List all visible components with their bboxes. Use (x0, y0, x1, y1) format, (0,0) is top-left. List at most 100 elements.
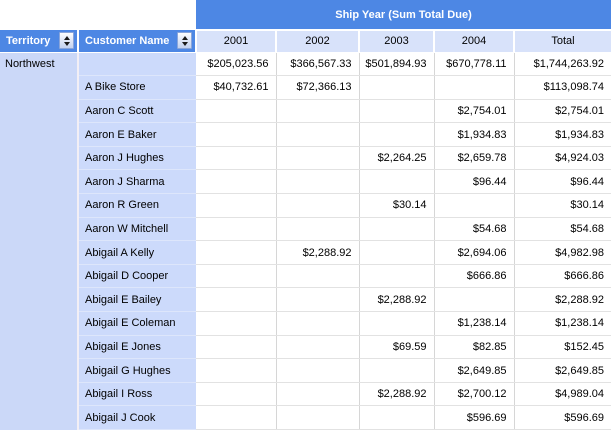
value-cell (196, 382, 277, 407)
value-cell (196, 311, 277, 336)
value-cell: $2,700.12 (434, 382, 515, 407)
customer-name-header-label: Customer Name (85, 34, 170, 47)
table-row: Abigail D Cooper $666.86 $666.86 (0, 264, 611, 289)
table-row: Abigail G Hughes $2,649.85 $2,649.85 (0, 358, 611, 383)
customer-name-header[interactable]: Customer Name (78, 30, 197, 53)
customer-cell: Abigail E Bailey (78, 287, 196, 313)
value-cell: $205,023.56 (196, 52, 277, 77)
value-cell: $2,659.78 (434, 146, 515, 171)
customer-cell: Abigail I Ross (78, 382, 196, 407)
value-cell (196, 358, 277, 383)
table-row: A Bike Store $40,732.61 $72,366.13 $113,… (0, 75, 611, 100)
value-cell (359, 217, 435, 242)
territory-group-cell: Northwest (0, 52, 79, 430)
table-row: Aaron E Baker $1,934.83 $1,934.83 (0, 122, 611, 147)
value-cell (434, 75, 515, 100)
value-cell (359, 358, 435, 383)
total-cell: $2,288.92 (514, 287, 611, 313)
value-cell: $1,934.83 (434, 122, 515, 147)
total-cell: $30.14 (514, 193, 611, 218)
table-row: Aaron W Mitchell $54.68 $54.68 (0, 217, 611, 242)
value-cell (196, 264, 277, 289)
customer-cell: Abigail G Hughes (78, 358, 196, 383)
value-cell (359, 75, 435, 100)
value-cell: $69.59 (359, 335, 435, 360)
value-cell: $596.69 (434, 405, 515, 430)
customer-cell: Aaron R Green (78, 193, 196, 218)
customer-cell: Abigail D Cooper (78, 264, 196, 289)
customer-cell: Abigail E Coleman (78, 311, 196, 336)
value-cell: $666.86 (434, 264, 515, 289)
value-cell (434, 287, 515, 313)
value-cell (276, 217, 360, 242)
value-cell: $1,238.14 (434, 311, 515, 336)
table-row: Abigail E Jones $69.59 $82.85 $152.45 (0, 335, 611, 360)
value-cell (359, 405, 435, 430)
value-cell: $2,694.06 (434, 240, 515, 265)
column-header-total: Total (514, 30, 611, 53)
total-cell: $1,744,263.92 (514, 52, 611, 77)
value-cell: $82.85 (434, 335, 515, 360)
value-cell (276, 146, 360, 171)
customer-cell (78, 52, 196, 77)
column-header-2003: 2003 (359, 30, 435, 53)
value-cell (276, 358, 360, 383)
column-header-2004: 2004 (434, 30, 515, 53)
customer-cell: Abigail A Kelly (78, 240, 196, 265)
value-cell: $2,649.85 (434, 358, 515, 383)
value-cell: $96.44 (434, 169, 515, 195)
total-cell: $2,754.01 (514, 99, 611, 124)
corner-spacer (0, 0, 196, 30)
value-cell (276, 122, 360, 147)
value-cell: $2,288.92 (359, 287, 435, 313)
table-row: Abigail E Bailey $2,288.92 $2,288.92 (0, 287, 611, 313)
band-row: Ship Year (Sum Total Due) (0, 0, 611, 31)
value-cell: $2,288.92 (276, 240, 360, 265)
value-cell (196, 193, 277, 218)
value-cell (276, 169, 360, 195)
customer-cell: Aaron J Hughes (78, 146, 196, 171)
total-cell: $4,924.03 (514, 146, 611, 171)
column-area-header: Ship Year (Sum Total Due) (196, 0, 611, 31)
value-cell (276, 405, 360, 430)
total-cell: $2,649.85 (514, 358, 611, 383)
column-header-2001: 2001 (196, 30, 277, 53)
territory-header[interactable]: Territory (0, 30, 79, 53)
value-cell (359, 122, 435, 147)
value-cell (276, 382, 360, 407)
value-cell: $40,732.61 (196, 75, 277, 100)
value-cell (196, 169, 277, 195)
value-cell (276, 287, 360, 313)
customer-cell: Abigail E Jones (78, 335, 196, 360)
table-row: Abigail E Coleman $1,238.14 $1,238.14 (0, 311, 611, 336)
table-row: Abigail A Kelly $2,288.92 $2,694.06 $4,9… (0, 240, 611, 265)
total-cell: $4,989.04 (514, 382, 611, 407)
total-cell: $666.86 (514, 264, 611, 289)
table-row: Aaron R Green $30.14 $30.14 (0, 193, 611, 218)
value-cell (359, 99, 435, 124)
value-cell: $2,754.01 (434, 99, 515, 124)
value-cell (196, 335, 277, 360)
table-row: Abigail J Cook $596.69 $596.69 (0, 405, 611, 430)
total-cell: $113,098.74 (514, 75, 611, 100)
value-cell (196, 99, 277, 124)
value-cell (359, 264, 435, 289)
value-cell (276, 311, 360, 336)
table-row: Aaron J Sharma $96.44 $96.44 (0, 169, 611, 195)
sort-updown-icon[interactable] (177, 32, 192, 50)
customer-cell: Abigail J Cook (78, 405, 196, 430)
value-cell: $54.68 (434, 217, 515, 242)
total-cell: $54.68 (514, 217, 611, 242)
table-row: Aaron C Scott $2,754.01 $2,754.01 (0, 99, 611, 124)
sort-updown-icon[interactable] (59, 32, 74, 50)
total-cell: $4,982.98 (514, 240, 611, 265)
value-cell (196, 405, 277, 430)
value-cell: $501,894.93 (359, 52, 435, 77)
value-cell: $72,366.13 (276, 75, 360, 100)
column-header-2002: 2002 (276, 30, 360, 53)
value-cell (359, 169, 435, 195)
value-cell (359, 240, 435, 265)
value-cell (196, 122, 277, 147)
total-cell: $1,934.83 (514, 122, 611, 147)
